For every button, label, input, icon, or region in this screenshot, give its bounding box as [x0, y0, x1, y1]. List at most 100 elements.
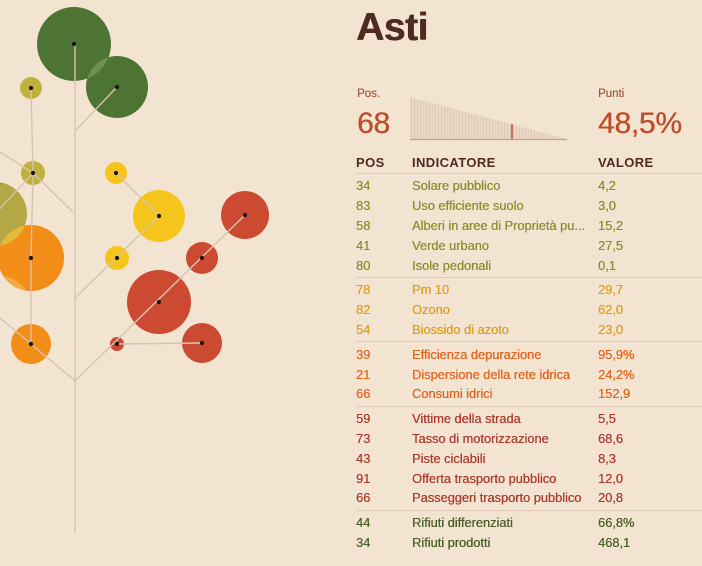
row-pos: 59 — [356, 411, 371, 427]
row-pos: 73 — [356, 430, 371, 446]
bubble-center-dot — [199, 255, 205, 261]
row-value: 5,5 — [598, 411, 616, 427]
table-row: 44 Rifiuti differenziati 66,8% — [356, 513, 702, 533]
table-row: 78 Pm 10 29,7 — [356, 280, 702, 300]
row-pos: 44 — [356, 515, 371, 531]
row-indicator: Efficienza depurazione — [412, 346, 542, 362]
header-value: VALORE — [598, 155, 654, 170]
branch-line — [75, 86, 118, 131]
bubble-center-dot — [199, 340, 205, 346]
bubble-center-dot — [114, 341, 120, 347]
branch-line — [0, 172, 34, 210]
row-pos: 82 — [356, 302, 371, 318]
row-indicator: Offerta trasporto pubblico — [412, 470, 557, 486]
rank-triangle — [410, 97, 567, 139]
indicator-group: 39 Efficienza depurazione 95,9% 21 Dispersio… — [356, 341, 702, 405]
indicator-group: 78 Pm 10 29,7 82 Ozono 62,0 54 Biossido di azot… — [356, 276, 702, 341]
punti-value: 48,5% — [598, 107, 682, 140]
summary-section: Pos. 68 Punti 48,5% — [355, 88, 702, 150]
indicators-table: POS INDICATORE VALORE 34 Solare pubblico 4… — [356, 152, 702, 554]
row-indicator: Dispersione della rete idrica — [412, 366, 570, 382]
city-panel: Asti Pos. 68 Punti 48,5% POS INDICATORE — [355, 0, 702, 566]
table-row: 39 Efficienza depurazione 95,9% — [356, 344, 702, 364]
bubble-center-dot — [71, 41, 77, 47]
table-row: 82 Ozono 62,0 — [356, 300, 702, 320]
page-title: Asti — [356, 6, 428, 49]
row-value: 4,2 — [598, 178, 616, 194]
row-pos: 39 — [356, 346, 371, 362]
bubble-center-dot — [113, 170, 119, 176]
row-value: 468,1 — [598, 534, 631, 550]
bubble-center-dot — [156, 299, 162, 305]
row-indicator: Verde urbano — [412, 237, 489, 253]
bubble-center-dot — [28, 85, 34, 91]
row-indicator: Piste ciclabili — [412, 450, 486, 466]
table-row: 91 Offerta trasporto pubblico 12,0 — [356, 468, 702, 488]
bubble-center-dot — [28, 255, 34, 261]
bubble-center-dot — [156, 213, 162, 219]
row-value: 0,1 — [598, 257, 616, 273]
row-indicator: Rifiuti differenziati — [412, 515, 513, 531]
row-pos: 54 — [356, 321, 371, 337]
row-pos: 43 — [356, 450, 371, 466]
bubble-center-dot — [114, 84, 120, 90]
points-summary: Punti 48,5% — [598, 88, 682, 141]
table-row: 43 Piste ciclabili 8,3 — [356, 448, 702, 468]
row-pos: 91 — [356, 470, 371, 486]
table-row: 21 Dispersione della rete idrica 24,2% — [356, 364, 702, 384]
bubble-center-dot — [30, 170, 36, 176]
row-pos: 34 — [356, 178, 371, 194]
header-pos: POS — [356, 155, 385, 170]
row-value: 15,2 — [598, 217, 623, 233]
table-row: 66 Consumi idrici 152,9 — [356, 384, 702, 404]
row-indicator: Isole pedonali — [412, 257, 491, 273]
row-value: 68,6 — [598, 430, 623, 446]
pos-label: Pos. — [357, 88, 381, 100]
row-pos: 58 — [356, 217, 371, 233]
bubble-center-dot — [242, 212, 248, 218]
table-row: 83 Uso efficiente suolo 3,0 — [356, 196, 702, 216]
row-value: 66,8% — [598, 515, 635, 531]
bubble-tree-visualization — [0, 7, 269, 533]
table-row: 73 Tasso di motorizzazione 68,6 — [356, 429, 702, 449]
branch-line — [116, 342, 203, 345]
branch-line — [115, 172, 160, 217]
row-value: 27,5 — [598, 237, 623, 253]
row-value: 8,3 — [598, 450, 616, 466]
row-pos: 66 — [356, 490, 371, 506]
row-value: 24,2% — [598, 366, 635, 382]
row-indicator: Biossido di azoto — [412, 321, 509, 337]
row-pos: 78 — [356, 282, 371, 298]
row-value: 23,0 — [598, 321, 623, 337]
header-indicator: INDICATORE — [412, 155, 496, 170]
row-indicator: Rifiuti prodotti — [412, 534, 491, 550]
table-row: 80 Isole pedonali 0,1 — [356, 255, 702, 275]
indicator-group: 59 Vittime della strada 5,5 73 Tasso di moto… — [356, 405, 702, 510]
table-header-row: POS INDICATORE VALORE — [356, 152, 702, 173]
row-indicator: Solare pubblico — [412, 178, 501, 194]
row-value: 20,8 — [598, 490, 623, 506]
row-indicator: Vittime della strada — [412, 411, 521, 427]
row-pos: 41 — [356, 237, 371, 253]
row-pos: 21 — [356, 366, 371, 382]
table-row: 41 Verde urbano 27,5 — [356, 235, 702, 255]
punti-label: Punti — [598, 88, 625, 100]
table-row: 59 Vittime della strada 5,5 — [356, 409, 702, 429]
branch-line — [0, 151, 34, 174]
table-row: 34 Rifiuti prodotti 468,1 — [356, 533, 702, 553]
row-indicator: Alberi in aree di Proprietà pu... — [412, 217, 585, 233]
indicator-group: 44 Rifiuti differenziati 66,8% 34 Rifiuti pr… — [356, 509, 702, 555]
row-indicator: Ozono — [412, 302, 450, 318]
row-value: 152,9 — [598, 386, 631, 402]
bubble-center-dot — [28, 341, 34, 347]
row-value: 29,7 — [598, 282, 623, 298]
rank-distribution-chart — [410, 97, 567, 141]
table-row: 66 Passeggeri trasporto pubblico 20,8 — [356, 488, 702, 508]
row-indicator: Passeggeri trasporto pubblico — [412, 490, 582, 506]
table-row: 34 Solare pubblico 4,2 — [356, 176, 702, 196]
row-pos: 66 — [356, 386, 371, 402]
table-row: 58 Alberi in aree di Proprietà pu... 15,2 — [356, 216, 702, 236]
row-pos: 34 — [356, 534, 371, 550]
row-indicator: Uso efficiente suolo — [412, 198, 524, 214]
